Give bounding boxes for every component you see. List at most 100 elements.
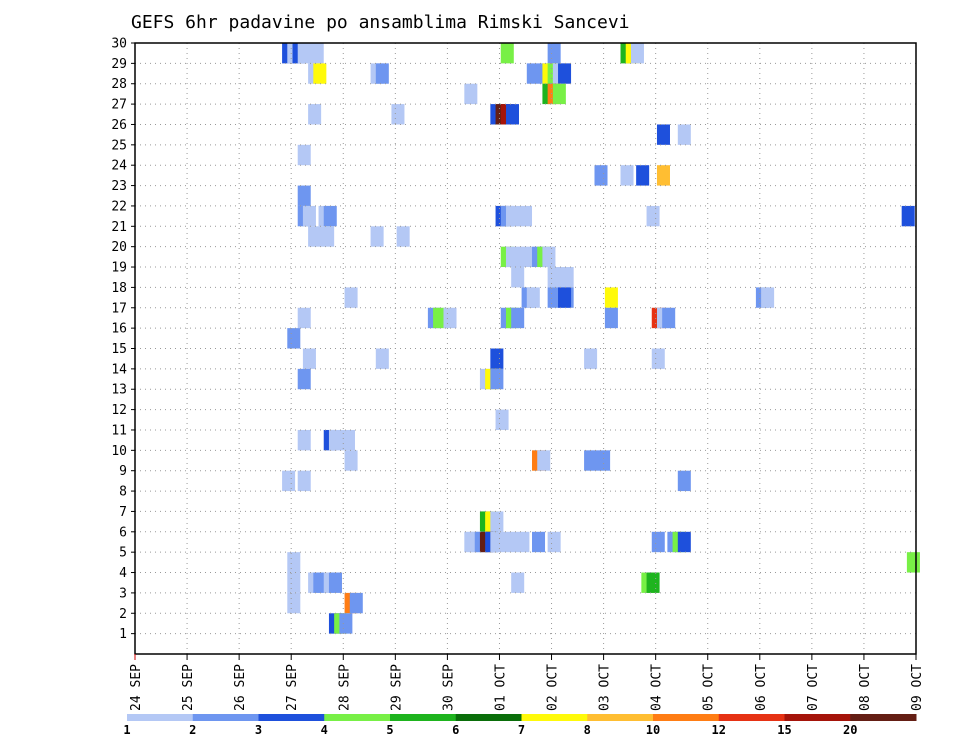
y-tick-label: 25: [111, 138, 127, 153]
heatmap-cell: [630, 43, 644, 64]
legend-label: 4: [321, 723, 328, 737]
y-tick-label: 8: [119, 485, 127, 500]
y-tick-label: 3: [119, 586, 127, 601]
heatmap-cell: [287, 592, 301, 614]
heatmap-cell: [651, 348, 665, 369]
legend-swatch: [521, 714, 588, 721]
heatmap-cell: [287, 552, 301, 573]
y-tick-label: 23: [111, 179, 127, 194]
legend-swatch: [653, 714, 720, 721]
y-tick-label: 27: [111, 98, 127, 113]
y-tick-label: 7: [119, 505, 127, 520]
heatmap-cell: [308, 104, 322, 125]
y-tick-label: 15: [111, 342, 127, 357]
y-tick-label: 10: [111, 444, 127, 459]
heatmap-cell: [297, 429, 311, 451]
legend-swatch: [258, 714, 325, 721]
legend-swatch: [192, 714, 259, 721]
heatmap-cell: [339, 613, 353, 634]
heatmap-cell: [443, 307, 457, 329]
legend-swatch: [455, 714, 522, 721]
y-tick-label: 17: [111, 301, 127, 316]
color-legend: 1 2 3 4 5 6 7 8 10 12 15 20: [123, 714, 917, 737]
y-tick-label: 5: [119, 546, 127, 561]
heatmap-cell: [584, 348, 598, 369]
heatmap-cell: [901, 205, 915, 227]
heatmap-cell: [547, 531, 561, 553]
x-tick-label: 27 SEP: [285, 664, 300, 711]
y-tick-label: 14: [111, 362, 127, 377]
legend-label: 12: [712, 723, 726, 737]
heatmap-cell: [505, 104, 519, 125]
heatmap-cell: [677, 124, 691, 145]
heatmap-cell: [505, 205, 533, 227]
heatmap-cell: [433, 307, 447, 329]
y-tick-label: 6: [119, 525, 127, 540]
heatmap-cell: [328, 429, 355, 451]
heatmap-cells: [282, 43, 920, 634]
x-tick-label: 04 OCT: [650, 664, 665, 711]
heatmap-cell: [651, 531, 665, 553]
legend-label: 3: [255, 723, 262, 737]
heatmap-cell: [344, 287, 358, 308]
heatmap-cell: [297, 470, 311, 492]
x-tick-label: 05 OCT: [702, 664, 717, 711]
heatmap-cell: [396, 226, 410, 247]
y-tick-label: 11: [111, 424, 127, 439]
legend-swatch: [390, 714, 457, 721]
heatmap-cell: [287, 328, 301, 349]
heatmap-cell: [547, 43, 561, 64]
y-tick-label: 1: [119, 627, 127, 642]
heatmap-cell: [297, 144, 311, 166]
heatmap-cell: [495, 409, 509, 430]
heatmap-cell: [287, 572, 301, 593]
heatmap-cell: [558, 287, 572, 308]
y-tick-label: 21: [111, 220, 127, 235]
heatmap-cell: [490, 531, 530, 553]
heatmap-cell: [505, 246, 533, 268]
heatmap-cell: [297, 307, 311, 329]
y-tick-label: 24: [111, 159, 127, 174]
legend-swatch: [127, 714, 194, 721]
legend-label: 2: [189, 723, 196, 737]
heatmap-cell: [656, 165, 670, 186]
x-tick-label: 03 OCT: [598, 664, 613, 711]
heatmap-cell: [323, 205, 337, 227]
chart-title: GEFS 6hr padavine po ansamblima Rimski S…: [131, 12, 630, 33]
heatmap-cell: [391, 104, 405, 125]
heatmap-cell: [636, 165, 650, 186]
heatmap-cell: [906, 552, 920, 573]
x-tick-label: 24 SEP: [129, 664, 144, 711]
heatmap-cell: [302, 348, 316, 369]
y-tick-label: 9: [119, 464, 127, 479]
grid-lines: [135, 43, 916, 654]
y-tick-label: 13: [111, 383, 127, 398]
heatmap-cell: [308, 226, 335, 247]
legend-label: 6: [452, 723, 459, 737]
x-tick-label: 07 OCT: [806, 664, 821, 711]
x-tick-label: 01 OCT: [493, 664, 508, 711]
heatmap-cell: [677, 470, 691, 492]
heatmap-cell: [646, 205, 660, 227]
heatmap-cell: [490, 368, 504, 390]
x-tick-label: 09 OCT: [910, 664, 925, 711]
x-tick-label: 29 SEP: [389, 664, 404, 711]
heatmap-cell: [604, 287, 618, 308]
heatmap-cell: [375, 348, 389, 369]
heatmap-cell: [302, 205, 316, 227]
y-tick-label: 4: [119, 566, 127, 581]
x-tick-label: 06 OCT: [754, 664, 769, 711]
heatmap-cell: [662, 307, 676, 329]
heatmap-cell: [297, 368, 311, 390]
heatmap-cell: [375, 63, 389, 84]
x-tick-label: 30 SEP: [441, 664, 456, 711]
heatmap-cell: [282, 470, 296, 492]
heatmap-cell: [526, 287, 540, 308]
heatmap-cell: [677, 531, 691, 553]
heatmap-cell: [344, 450, 358, 471]
legend-label: 15: [777, 723, 791, 737]
heatmap-cell: [511, 307, 525, 329]
x-tick-label: 26 SEP: [233, 664, 248, 711]
heatmap-cell: [297, 43, 324, 64]
